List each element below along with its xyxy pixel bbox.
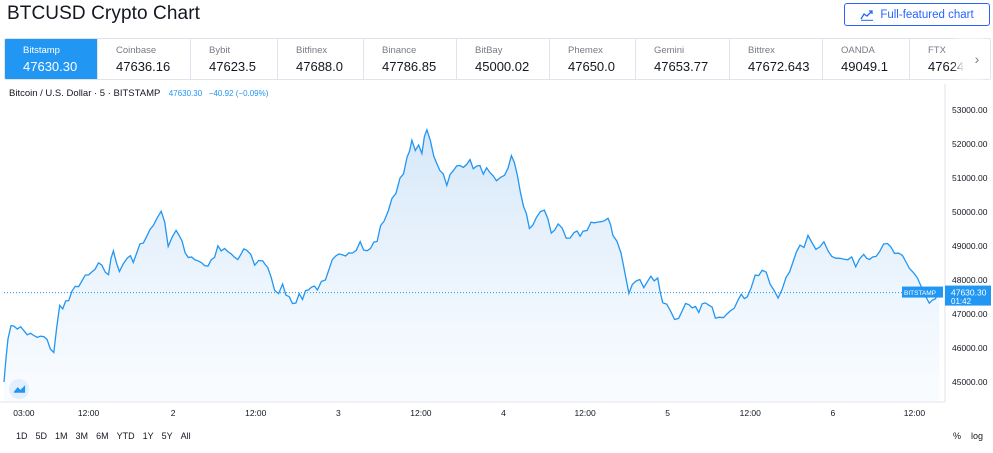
exchange-name: OANDA <box>841 45 875 56</box>
x-tick-label: 12:00 <box>410 408 432 418</box>
exchange-tab-gemini[interactable]: Gemini 47653.77 <box>636 39 730 79</box>
source-label-box <box>902 286 943 298</box>
exchange-price: 47688.0 <box>296 59 343 74</box>
x-tick-label: 6 <box>830 408 835 418</box>
exchange-price: 47636.16 <box>116 59 171 74</box>
x-tick-label: 03:00 <box>13 408 35 418</box>
full-featured-chart-button[interactable]: Full-featured chart <box>844 3 990 26</box>
legend-change: −40.92 (−0.09%) <box>208 89 269 98</box>
x-tick-label: 12:00 <box>574 408 596 418</box>
exchange-tab-bitstamp[interactable]: Bitstamp 47630.30 <box>5 39 98 79</box>
exchange-tab-bitfinex[interactable]: Bitfinex 47688.0 <box>278 39 364 79</box>
price-label-box <box>945 285 991 306</box>
x-tick-label: 12:00 <box>78 408 100 418</box>
exchange-price: 45000.02 <box>475 59 530 74</box>
exchange-tab-bittrex[interactable]: Bittrex 47672.643 <box>730 39 823 79</box>
full-featured-chart-label: Full-featured chart <box>880 8 974 21</box>
x-tick-label: 12:00 <box>245 408 267 418</box>
y-tick-label: 50000.00 <box>952 207 988 217</box>
page-title: BTCUSD Crypto Chart <box>7 3 200 24</box>
exchange-name: BitBay <box>475 45 503 56</box>
price-area <box>4 129 940 403</box>
exchange-name: FTX <box>928 45 946 56</box>
range-button-1y[interactable]: 1Y <box>142 431 154 441</box>
range-button-3m[interactable]: 3M <box>75 431 89 441</box>
price-label-text: 47630.30 <box>951 288 987 298</box>
exchange-tab-bybit[interactable]: Bybit 47623.5 <box>191 39 278 79</box>
range-button-1d[interactable]: 1D <box>16 431 28 441</box>
y-tick-label: 51000.00 <box>952 173 988 183</box>
x-tick-label: 3 <box>336 408 341 418</box>
exchange-price: 47786.85 <box>382 59 437 74</box>
y-tick-label: 45000.00 <box>952 377 988 387</box>
chart-legend: Bitcoin / U.S. Dollar · 5 · BITSTAMP 476… <box>9 88 268 99</box>
price-chart[interactable]: 53000.00 52000.00 51000.00 50000.00 49000.00… <box>0 84 993 448</box>
legend-price: 47630.30 <box>168 89 203 98</box>
exchange-name: Bybit <box>209 45 231 56</box>
x-tick-label: 4 <box>501 408 506 418</box>
x-tick-label: 12:00 <box>904 408 926 418</box>
exchange-name: Coinbase <box>116 45 157 56</box>
exchange-tabs: Bitstamp 47630.30 Coinbase 47636.16 Bybit 476… <box>4 38 991 80</box>
exchange-name: Bittrex <box>748 45 775 56</box>
exchange-name: Binance <box>382 45 417 56</box>
source-label-text: BITSTAMP <box>904 290 936 297</box>
x-tick-label: 2 <box>171 408 176 418</box>
y-tick-label: 49000.00 <box>952 241 988 251</box>
chart-line-icon <box>860 9 874 21</box>
range-button-1m[interactable]: 1M <box>55 431 68 441</box>
percent-scale-button[interactable]: % <box>953 431 962 441</box>
exchange-price: 47624 <box>928 59 965 74</box>
range-button-5d[interactable]: 5D <box>35 431 48 441</box>
range-button-6m[interactable]: 6M <box>96 431 109 441</box>
tradingview-logo-icon[interactable] <box>9 379 29 399</box>
exchange-name: Bitfinex <box>296 45 328 56</box>
countdown-label-text: 01:42 <box>951 297 972 306</box>
exchange-price: 47623.5 <box>209 59 256 74</box>
range-button-5y[interactable]: 5Y <box>161 431 173 441</box>
legend-symbol: Bitcoin / U.S. Dollar · 5 · BITSTAMP <box>9 88 161 99</box>
range-button-ytd[interactable]: YTD <box>116 431 135 441</box>
exchange-tab-oanda[interactable]: OANDA 49049.1 <box>823 39 910 79</box>
exchange-price: 47672.643 <box>748 59 810 74</box>
exchange-name: Phemex <box>568 45 603 56</box>
exchange-price: 47653.77 <box>654 59 709 74</box>
chevron-right-icon[interactable]: › <box>964 39 990 79</box>
x-tick-label: 5 <box>665 408 670 418</box>
exchange-price: 47650.0 <box>568 59 615 74</box>
exchange-name: Bitstamp <box>23 45 60 56</box>
x-tick-label: 12:00 <box>740 408 762 418</box>
exchange-price: 47630.30 <box>23 59 78 74</box>
y-tick-label: 53000.00 <box>952 105 988 115</box>
exchange-tab-phemex[interactable]: Phemex 47650.0 <box>550 39 636 79</box>
chart-svg: 53000.00 52000.00 51000.00 50000.00 49000.00… <box>0 84 991 418</box>
y-tick-label: 46000.00 <box>952 343 988 353</box>
exchange-tab-binance[interactable]: Binance 47786.85 <box>364 39 457 79</box>
log-scale-button[interactable]: log <box>971 431 984 441</box>
range-buttons: 1D 5D 1M 3M 6M YTD 1Y 5Y All <box>16 431 191 441</box>
exchange-name: Gemini <box>654 45 685 56</box>
range-button-all[interactable]: All <box>180 431 191 441</box>
y-tick-label: 52000.00 <box>952 139 988 149</box>
exchange-price: 49049.1 <box>841 59 888 74</box>
exchange-tab-coinbase[interactable]: Coinbase 47636.16 <box>98 39 191 79</box>
y-tick-label: 48000.00 <box>952 275 988 285</box>
y-tick-label: 47000.00 <box>952 309 988 319</box>
exchange-tab-bitbay[interactable]: BitBay 45000.02 <box>457 39 550 79</box>
